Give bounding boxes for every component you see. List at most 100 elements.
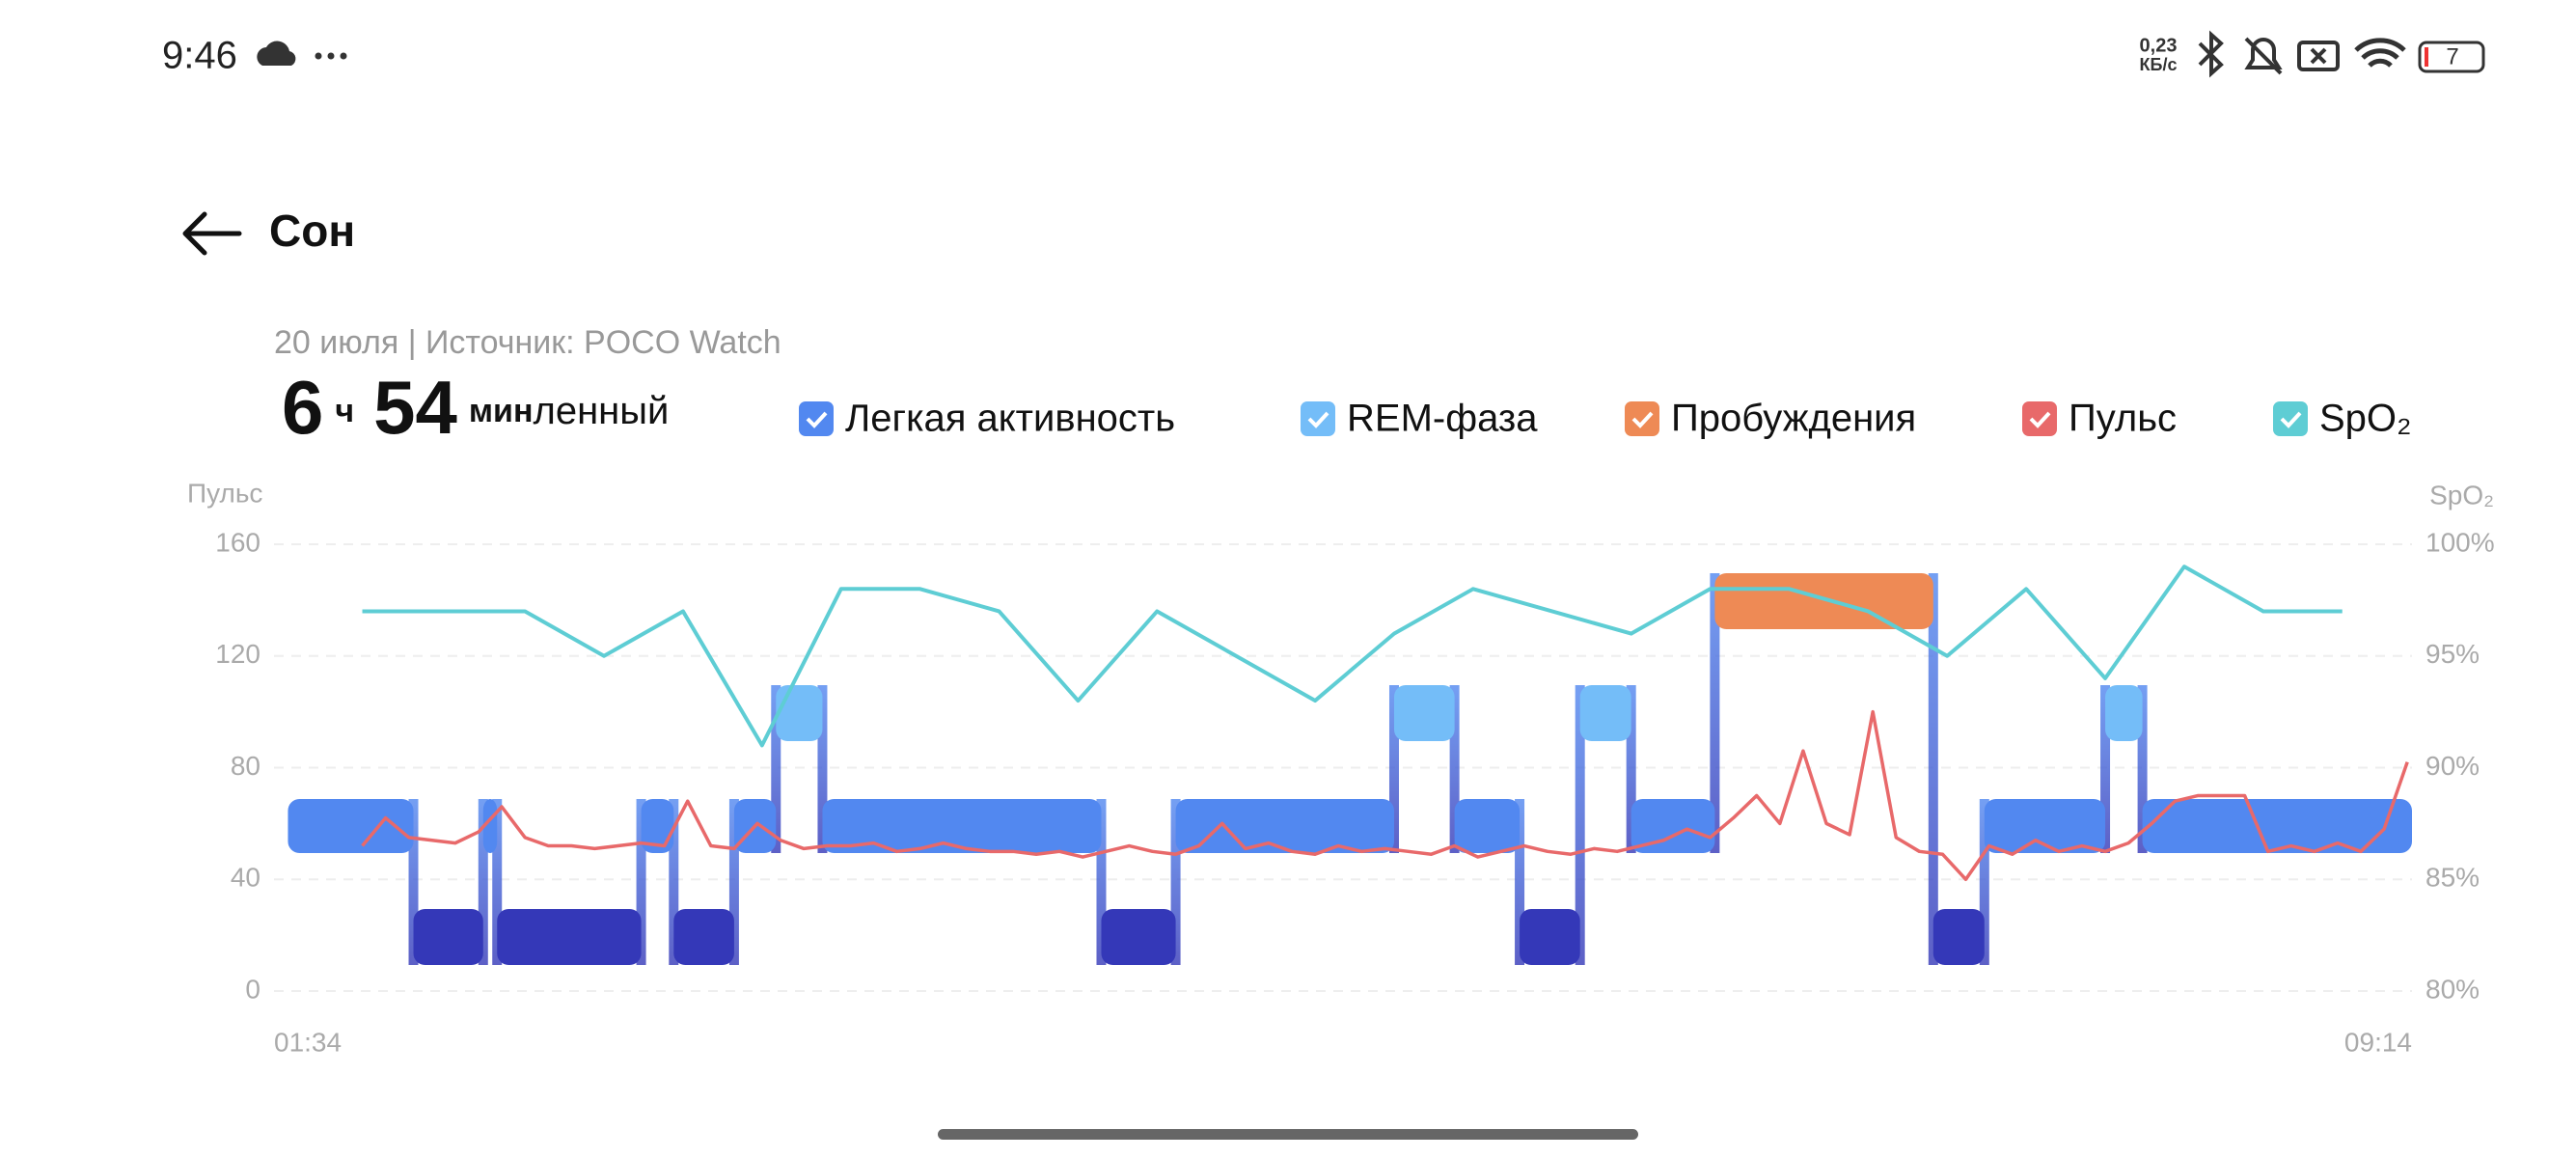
hours-unit: ч bbox=[335, 393, 354, 429]
y-axis-title: Пульс bbox=[187, 478, 262, 508]
legend-check bbox=[1307, 411, 1329, 428]
y-tick-label: 80 bbox=[231, 751, 260, 781]
sleep-stage bbox=[1932, 909, 1985, 965]
legend-item[interactable]: SpO₂ bbox=[2273, 398, 2412, 440]
stage-transition bbox=[1575, 685, 1585, 965]
legend-check bbox=[1631, 411, 1654, 428]
sim-icon bbox=[2297, 41, 2340, 71]
sleep-stage bbox=[1175, 799, 1394, 853]
sleep-stage bbox=[1393, 685, 1455, 741]
stage-transition bbox=[1388, 685, 1399, 853]
y2-tick-label: 90% bbox=[2425, 751, 2480, 781]
x-tick-label: 01:34 bbox=[274, 1027, 342, 1057]
sleep-stage bbox=[1579, 685, 1631, 741]
legend-label: Легкая активность bbox=[845, 398, 1175, 440]
stage-transition bbox=[1449, 685, 1460, 853]
sleep-stage bbox=[1454, 799, 1521, 853]
sleep-stage bbox=[822, 799, 1102, 853]
minutes-unit: мин bbox=[469, 393, 534, 429]
home-indicator[interactable] bbox=[938, 1129, 1638, 1140]
sleep-stage bbox=[776, 685, 823, 741]
battery-icon bbox=[2418, 41, 2485, 73]
stage-transition bbox=[669, 799, 679, 965]
sim-x bbox=[2310, 47, 2327, 65]
sleep-stage bbox=[1520, 909, 1580, 965]
subtitle: 20 июля | Источник: POCO Watch bbox=[274, 324, 781, 361]
sleep-stage bbox=[497, 909, 642, 965]
hours: 6 bbox=[282, 365, 323, 450]
sleep-stage bbox=[1631, 799, 1715, 853]
stage-transition bbox=[817, 685, 828, 853]
sleep-stage bbox=[482, 799, 498, 853]
y-tick-label: 160 bbox=[215, 527, 260, 557]
back-button[interactable] bbox=[182, 211, 242, 256]
sleep-stage bbox=[641, 799, 674, 853]
y2-tick-label: 80% bbox=[2425, 974, 2480, 1004]
net-speed: 0,23 bbox=[2140, 35, 2178, 56]
legend-check bbox=[806, 411, 828, 428]
legend-item[interactable]: REM-фаза bbox=[1301, 398, 1538, 440]
legend-check bbox=[2029, 411, 2051, 428]
y2-axis-title: SpO₂ bbox=[2429, 480, 2494, 510]
summary: 6 ч 54 минленный bbox=[282, 365, 669, 450]
legend-checkbox[interactable] bbox=[2022, 401, 2057, 436]
legend-label: SpO₂ bbox=[2319, 398, 2412, 440]
stage-transition bbox=[2137, 685, 2148, 853]
stage-transition bbox=[771, 685, 781, 853]
page-title: Сон bbox=[269, 206, 355, 256]
y-tick-label: 0 bbox=[245, 974, 260, 1004]
sleep-stage bbox=[1101, 909, 1176, 965]
stage-transition bbox=[1710, 573, 1720, 853]
stage-transition bbox=[2100, 685, 2111, 853]
mute-icon bbox=[2244, 37, 2283, 75]
legend-checkbox[interactable] bbox=[1625, 401, 1659, 436]
stage-transition bbox=[1979, 799, 1989, 965]
bluetooth-icon bbox=[2198, 30, 2224, 78]
sleep-stage bbox=[673, 909, 734, 965]
battery-text: 7 bbox=[2446, 43, 2458, 69]
more-icon bbox=[315, 52, 347, 60]
stage-transition bbox=[1626, 685, 1636, 853]
sleep-stage bbox=[2142, 799, 2412, 853]
legend-checkbox[interactable] bbox=[2273, 401, 2308, 436]
stage-transition bbox=[1096, 799, 1107, 965]
weather-icon bbox=[257, 41, 296, 66]
legend-checkbox[interactable] bbox=[799, 401, 834, 436]
stage-transition bbox=[408, 799, 419, 965]
x-tick-label: 09:14 bbox=[2344, 1027, 2412, 1057]
pulse-line bbox=[361, 709, 2409, 881]
spo2-line bbox=[362, 565, 2343, 748]
y-tick-label: 120 bbox=[215, 639, 260, 669]
legend-label: Пульс bbox=[2069, 398, 2177, 440]
legend-item[interactable]: Пробуждения bbox=[1625, 398, 1916, 440]
net-unit: КБ/с bbox=[2140, 55, 2178, 74]
minutes: 54 bbox=[373, 365, 457, 450]
legend-item[interactable]: Легкая активность bbox=[799, 398, 1175, 440]
stage-transition bbox=[1928, 573, 1938, 965]
sleep-stage bbox=[1714, 573, 1933, 629]
sleep-stage bbox=[413, 909, 483, 965]
legend-check bbox=[2280, 411, 2302, 428]
overflow-text: ленный bbox=[534, 390, 670, 432]
battery-level bbox=[2425, 47, 2428, 67]
stage-transition bbox=[492, 799, 503, 965]
stage-transition bbox=[636, 799, 646, 965]
legend-label: REM-фаза bbox=[1347, 398, 1538, 440]
legend-checkbox[interactable] bbox=[1301, 401, 1335, 436]
y2-tick-label: 85% bbox=[2425, 863, 2480, 893]
stage-transition bbox=[478, 799, 488, 965]
legend-label: Пробуждения bbox=[1671, 398, 1916, 440]
y2-tick-label: 100% bbox=[2425, 527, 2495, 557]
y-tick-label: 40 bbox=[231, 863, 260, 893]
sleep-stage bbox=[1984, 799, 2106, 853]
y2-tick-label: 95% bbox=[2425, 639, 2480, 669]
stage-transition bbox=[1515, 799, 1525, 965]
sleep-stage bbox=[2105, 685, 2143, 741]
sleep-stage bbox=[288, 799, 414, 853]
legend-item[interactable]: Пульс bbox=[2022, 398, 2177, 440]
stage-transition bbox=[728, 799, 739, 965]
status-time: 9:46 bbox=[162, 35, 237, 77]
stage-transition bbox=[1170, 799, 1181, 965]
wifi-icon bbox=[2354, 38, 2406, 68]
